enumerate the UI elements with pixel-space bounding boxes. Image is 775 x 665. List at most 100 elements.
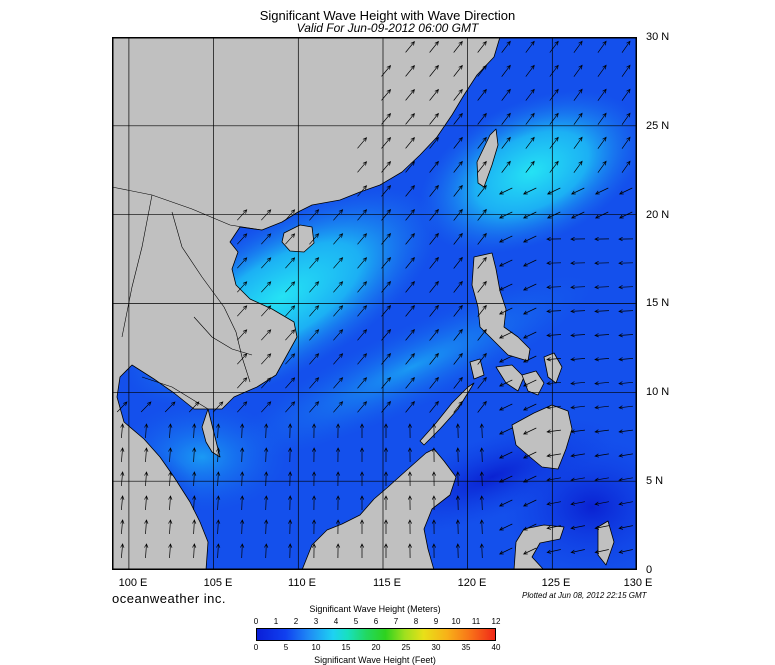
- wave-arrow: [594, 285, 610, 290]
- wave-arrow: [477, 136, 487, 149]
- wave-arrow: [335, 447, 341, 463]
- wave-arrow: [309, 329, 320, 341]
- wave-arrow: [192, 519, 197, 535]
- wave-arrow: [237, 377, 248, 389]
- wave-arrow: [237, 305, 248, 317]
- wave-arrow: [479, 495, 484, 511]
- lat-label-10n: 10 N: [646, 386, 670, 398]
- wave-arrow: [570, 453, 585, 458]
- wave-arrow: [264, 495, 269, 511]
- wave-arrow: [597, 136, 607, 149]
- wave-arrow: [594, 333, 610, 338]
- wave-arrow: [285, 401, 296, 413]
- wave-arrow: [288, 519, 293, 535]
- wave-arrow: [621, 88, 631, 101]
- wave-arrow: [357, 209, 368, 221]
- feet-tick: 25: [401, 643, 411, 652]
- wave-arrow: [405, 136, 415, 149]
- wave-arrow: [477, 376, 487, 389]
- wave-arrow: [261, 401, 272, 413]
- wave-arrow: [549, 136, 559, 149]
- meter-tick: 8: [413, 617, 419, 626]
- wave-arrow: [120, 543, 125, 559]
- wave-arrow: [453, 160, 463, 173]
- meter-tick: 4: [333, 617, 339, 626]
- wave-arrow: [140, 401, 152, 413]
- wave-arrow: [522, 547, 537, 555]
- wave-arrow: [261, 209, 272, 221]
- lon-label-105e: 105 E: [203, 577, 233, 589]
- wave-arrow: [333, 401, 344, 413]
- wave-arrow: [261, 233, 272, 245]
- wave-arrow: [261, 281, 272, 293]
- wave-arrow: [522, 499, 537, 507]
- wave-arrow: [498, 211, 513, 219]
- wave-arrow: [311, 423, 317, 439]
- wave-arrow: [405, 376, 415, 389]
- wave-arrow: [618, 236, 634, 242]
- wave-arrow: [407, 423, 413, 439]
- wave-arrow: [546, 333, 562, 338]
- wave-arrow: [594, 187, 609, 195]
- wave-arrow: [546, 549, 561, 554]
- wave-arrow: [621, 136, 631, 149]
- wave-arrow: [618, 333, 634, 338]
- wave-arrow: [237, 257, 248, 269]
- wave-arrow: [455, 519, 460, 535]
- wave-arrow: [381, 184, 392, 197]
- wave-arrow: [240, 423, 245, 439]
- wave-arrow: [453, 208, 463, 221]
- sulawesi: [513, 524, 565, 570]
- wave-arrow: [381, 64, 392, 77]
- wave-arrow: [120, 495, 125, 511]
- wave-arrow: [359, 519, 365, 534]
- wave-arrow: [381, 256, 392, 269]
- borneo: [301, 448, 457, 570]
- mindanao: [511, 404, 573, 470]
- map-subtitle: Valid For Jun-09-2012 06:00 GMT: [296, 21, 479, 35]
- meter-tick: 1: [273, 617, 279, 626]
- wave-arrow: [477, 400, 487, 413]
- wave-arrow: [216, 423, 221, 439]
- wave-arrow: [407, 543, 413, 559]
- wave-arrow: [570, 525, 585, 530]
- wave-arrow: [453, 136, 463, 149]
- meter-tick: 0: [253, 617, 259, 626]
- wave-arrow: [498, 307, 513, 315]
- wave-arrow: [429, 160, 439, 173]
- wave-map: [112, 37, 637, 570]
- wave-arrow: [477, 280, 487, 293]
- wave-arrow: [479, 543, 484, 559]
- wave-arrow: [285, 257, 296, 269]
- wave-arrow: [453, 400, 463, 413]
- wave-arrow: [264, 447, 269, 463]
- wave-arrow: [570, 187, 585, 195]
- meter-tick: 3: [313, 617, 319, 626]
- wave-arrow: [405, 160, 415, 173]
- wave-arrow: [285, 281, 296, 293]
- wave-arrow: [455, 447, 460, 463]
- wave-arrow: [546, 211, 561, 219]
- wave-arrow: [309, 401, 320, 413]
- wave-arrow: [477, 208, 487, 221]
- wave-arrow: [597, 64, 607, 77]
- wave-arrow: [311, 447, 317, 463]
- wave-arrow: [381, 352, 392, 365]
- wave-arrow: [597, 160, 607, 173]
- wave-arrow: [383, 519, 389, 534]
- wave-arrow: [405, 232, 415, 245]
- wave-arrow: [381, 160, 392, 173]
- wave-arrow: [431, 495, 437, 511]
- wave-arrow: [216, 519, 221, 535]
- wave-arrow: [546, 236, 562, 242]
- wave-arrow: [405, 88, 415, 101]
- lat-label-20n: 20 N: [646, 209, 670, 221]
- wave-arrow: [264, 519, 269, 535]
- wave-arrow: [597, 88, 607, 101]
- wave-arrow: [383, 543, 389, 558]
- wave-arrow: [261, 305, 272, 317]
- wave-arrow: [522, 355, 537, 363]
- lat-label-0: 0: [646, 564, 653, 576]
- wave-arrow: [546, 309, 562, 314]
- wave-arrow: [168, 519, 173, 535]
